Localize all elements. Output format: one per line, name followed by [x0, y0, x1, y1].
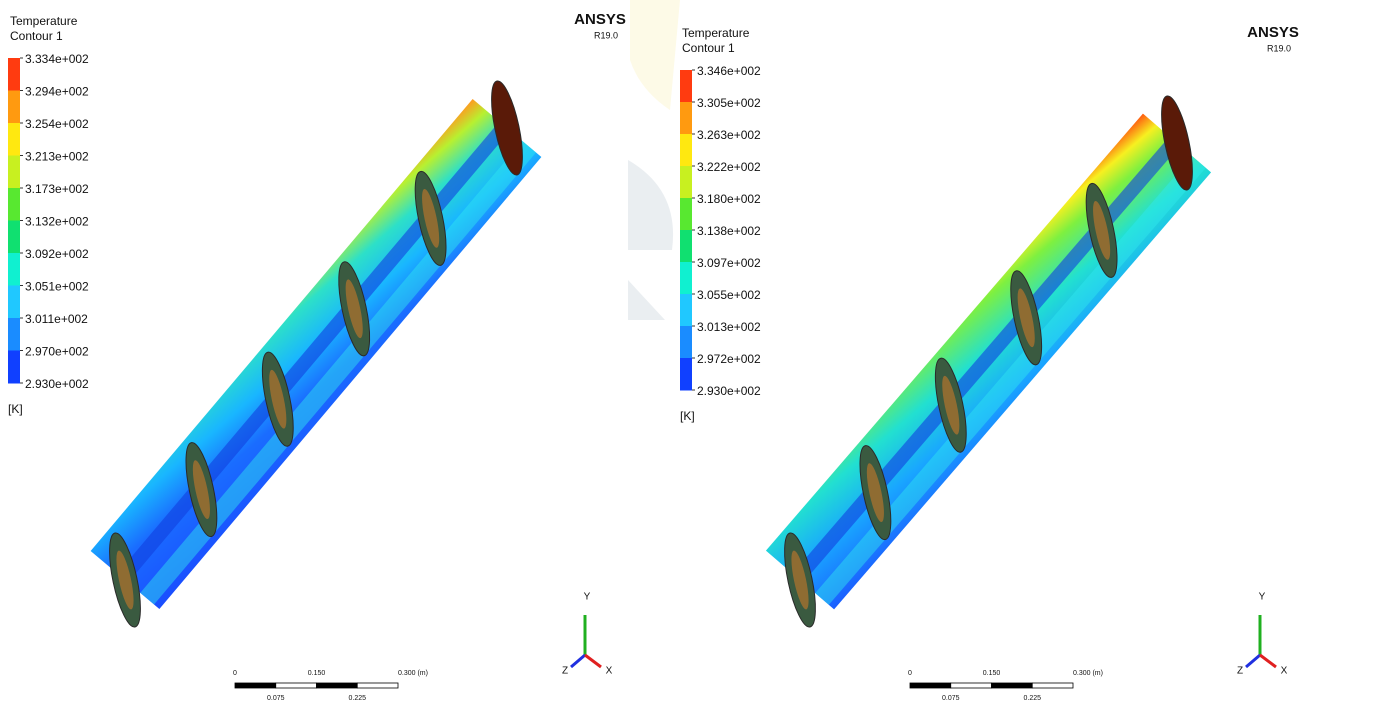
legend-level: 3.263e+002: [697, 128, 761, 142]
axis-z: [1246, 655, 1260, 667]
color-band: [680, 262, 692, 295]
pipe-core: [792, 136, 1180, 582]
legend-level: 3.013e+002: [697, 320, 761, 334]
scale-segment: [317, 683, 358, 688]
pipe: [740, 84, 1236, 639]
color-band: [8, 91, 20, 124]
scale-segment: [276, 683, 317, 688]
legend-level: 2.930e+002: [25, 377, 89, 391]
legend-level: 3.092e+002: [25, 247, 89, 261]
legend-level: 3.180e+002: [697, 192, 761, 206]
scale-label: 0.225: [1023, 695, 1041, 702]
scale-segment: [357, 683, 398, 688]
color-band: [680, 358, 692, 391]
legend-level: 3.346e+002: [697, 64, 761, 78]
color-band: [8, 253, 20, 286]
legend-title: Temperature: [10, 14, 78, 28]
legend-level: 3.213e+002: [25, 150, 89, 164]
scale-segment: [235, 683, 276, 688]
scale-label: 0.225: [348, 695, 366, 702]
legend-level: 3.055e+002: [697, 288, 761, 302]
legend-title: Temperature: [682, 26, 750, 40]
scale-label: 0.075: [942, 695, 960, 702]
pipe-core: [117, 122, 510, 583]
legend-level: 3.334e+002: [25, 52, 89, 66]
axis-label: Y: [584, 592, 591, 603]
color-band: [8, 58, 20, 91]
color-band: [680, 294, 692, 327]
brand: ANSYS: [1247, 24, 1299, 41]
axis-x: [1260, 655, 1276, 667]
color-band: [680, 198, 692, 231]
legend-level: 3.222e+002: [697, 160, 761, 174]
legend-level: 3.051e+002: [25, 280, 89, 294]
pipe-edge: [140, 141, 536, 605]
color-band: [8, 123, 20, 156]
legend-level: 3.132e+002: [25, 215, 89, 229]
version: R19.0: [1267, 43, 1291, 53]
color-band: [8, 286, 20, 319]
scale-label: 0: [233, 670, 237, 677]
screenshot: TemperatureContour 13.334e+0023.294e+002…: [0, 0, 1397, 704]
legend-subtitle: Contour 1: [10, 29, 63, 43]
axis-x: [585, 655, 601, 667]
legend-level: 3.254e+002: [25, 117, 89, 131]
legend-level: 3.011e+002: [25, 312, 88, 326]
scale-label: 0.075: [267, 695, 285, 702]
pipe-edge: [815, 156, 1206, 605]
scale-label: 0.300 (m): [398, 670, 428, 677]
color-band: [8, 351, 20, 384]
axis-z: [571, 655, 585, 667]
color-band: [680, 326, 692, 359]
legend-level: 2.972e+002: [697, 352, 761, 366]
scale-segment: [910, 683, 951, 688]
color-band: [680, 166, 692, 199]
scale-label: 0.150: [983, 670, 1001, 677]
watermark: [628, 0, 680, 320]
legend-level: 2.970e+002: [25, 345, 89, 359]
color-band: [680, 230, 692, 263]
axis-label: X: [1281, 666, 1288, 677]
color-band: [8, 188, 20, 221]
axis-label: Y: [1259, 592, 1266, 603]
color-band: [8, 221, 20, 254]
scale-label: 0.300 (m): [1073, 670, 1103, 677]
axis-label: Z: [562, 666, 568, 677]
color-band: [680, 102, 692, 135]
color-band: [680, 70, 692, 103]
color-band: [8, 318, 20, 351]
legend-level: 3.138e+002: [697, 224, 761, 238]
scale-label: 0: [908, 670, 912, 677]
scale-segment: [1032, 683, 1073, 688]
version: R19.0: [594, 30, 618, 40]
legend-level: 3.305e+002: [697, 96, 761, 110]
legend-unit: [K]: [8, 402, 23, 416]
pipe: [65, 69, 566, 639]
legend-level: 3.294e+002: [25, 85, 89, 99]
legend-level: 3.173e+002: [25, 182, 89, 196]
legend-subtitle: Contour 1: [682, 41, 735, 55]
scale-label: 0.150: [308, 670, 326, 677]
legend-unit: [K]: [680, 409, 695, 423]
axis-label: Z: [1237, 666, 1243, 677]
scale-segment: [992, 683, 1033, 688]
scale-segment: [951, 683, 992, 688]
axis-label: X: [606, 666, 613, 677]
legend-level: 2.930e+002: [697, 384, 761, 398]
color-band: [680, 134, 692, 167]
brand: ANSYS: [574, 11, 626, 28]
color-band: [8, 156, 20, 189]
legend-level: 3.097e+002: [697, 256, 761, 270]
